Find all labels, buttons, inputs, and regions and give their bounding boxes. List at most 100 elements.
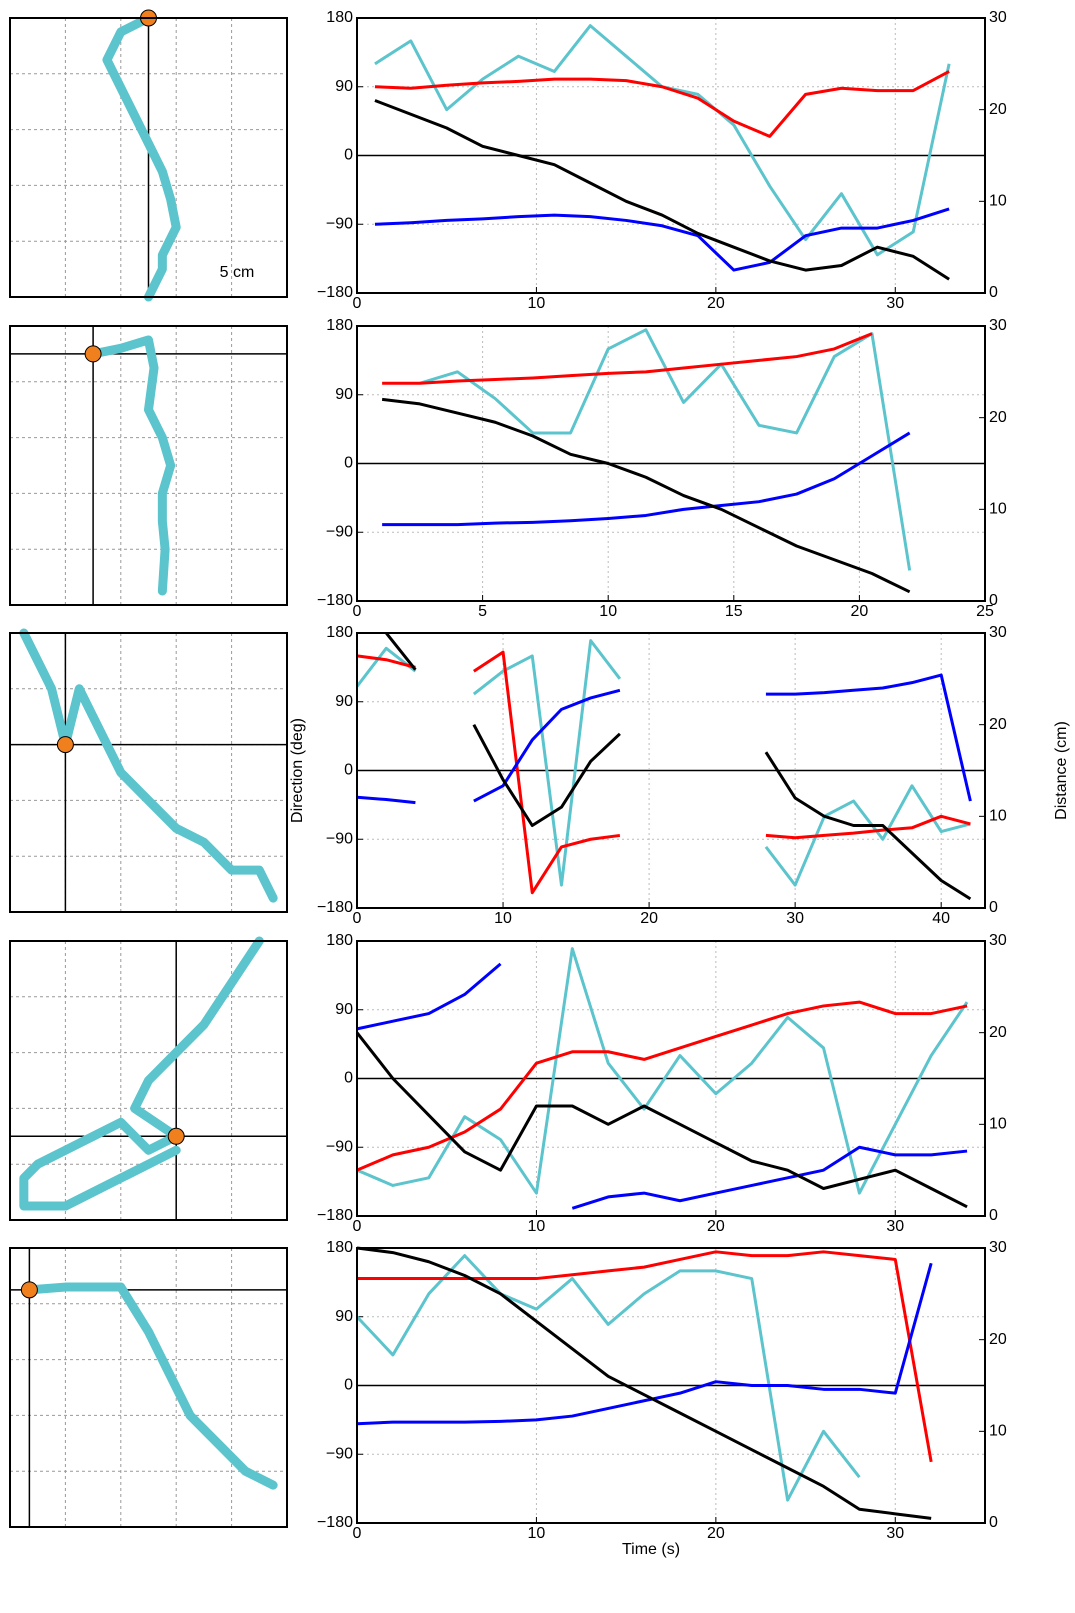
y-tick-label: 180: [326, 1239, 353, 1256]
x-tick-label: 20: [640, 910, 658, 927]
y-tick-label: 180: [326, 932, 353, 949]
x-tick-label: 30: [786, 910, 804, 927]
trajectory: [19, 936, 264, 1211]
y2-tick-label: 30: [989, 9, 1007, 26]
trajectory: [102, 13, 181, 302]
frame: [356, 940, 986, 1217]
y-tick-label: −180: [317, 899, 353, 916]
y-axis-label: Direction (deg): [289, 718, 306, 823]
frame: [9, 632, 288, 913]
y-tick-label: 90: [335, 386, 353, 403]
x-tick-label: 0: [353, 1218, 362, 1235]
y2-tick-label: 10: [989, 501, 1007, 518]
x-tick-label: 20: [707, 1218, 725, 1235]
y-tick-label: 180: [326, 624, 353, 641]
series-line: [374, 207, 950, 272]
x-tick-label: 30: [886, 295, 904, 312]
y-tick-label: −90: [326, 215, 353, 232]
series-line: [355, 1031, 968, 1209]
x-tick-label: 20: [851, 603, 869, 620]
y2-tick-label: 30: [989, 932, 1007, 949]
x-tick-label: 10: [528, 295, 546, 312]
y2-tick-label: 20: [989, 716, 1007, 733]
x-tick-label: 0: [353, 603, 362, 620]
trajectory: [19, 628, 278, 903]
frame: [9, 17, 288, 298]
y-tick-label: 90: [335, 78, 353, 95]
trajectory: [88, 335, 176, 596]
start-point: [84, 345, 102, 363]
series-line: [382, 431, 911, 527]
y2-tick-label: 0: [989, 592, 998, 609]
frame: [9, 325, 288, 606]
y2-tick-label: 20: [989, 409, 1007, 426]
x-tick-label: 30: [886, 1218, 904, 1235]
y2-tick-label: 20: [989, 101, 1007, 118]
y-tick-label: 0: [344, 147, 353, 164]
y-tick-label: 0: [344, 1377, 353, 1394]
y2-tick-label: 10: [989, 1423, 1007, 1440]
y-tick-label: 90: [335, 693, 353, 710]
y-tick-label: −90: [326, 830, 353, 847]
series-line: [356, 1262, 933, 1426]
x-tick-label: 10: [528, 1218, 546, 1235]
y-tick-label: 0: [344, 1070, 353, 1087]
series-line: [356, 962, 968, 1210]
series-line: [356, 1246, 932, 1520]
x-tick-label: 0: [353, 910, 362, 927]
series-line: [419, 328, 912, 571]
x-axis-label: Time (s): [622, 1541, 680, 1558]
start-point: [20, 1281, 38, 1299]
x-tick-label: 20: [707, 295, 725, 312]
y-tick-label: −90: [326, 1445, 353, 1462]
y2-tick-label: 0: [989, 1207, 998, 1224]
y-tick-label: 90: [335, 1308, 353, 1325]
x-tick-label: 10: [494, 910, 512, 927]
x-tick-label: 10: [599, 603, 617, 620]
y-tick-label: 180: [326, 9, 353, 26]
x-tick-label: 0: [353, 295, 362, 312]
frame: [356, 17, 986, 294]
y2-tick-label: 20: [989, 1331, 1007, 1348]
y-tick-label: −180: [317, 1207, 353, 1224]
y2-axis-label: Distance (cm): [1053, 721, 1070, 820]
x-tick-label: 10: [528, 1525, 546, 1542]
x-tick-label: 30: [886, 1525, 904, 1542]
x-tick-label: 40: [932, 910, 950, 927]
y2-tick-label: 20: [989, 1024, 1007, 1041]
frame: [356, 632, 986, 909]
start-point: [167, 1127, 185, 1145]
y-tick-label: −180: [317, 284, 353, 301]
series-line: [382, 332, 873, 385]
series-line: [357, 1250, 933, 1463]
x-tick-label: 5: [478, 603, 487, 620]
y2-tick-label: 30: [989, 1239, 1007, 1256]
frame: [356, 1247, 986, 1524]
frame: [9, 940, 288, 1221]
series-line: [356, 650, 971, 895]
y2-tick-label: 30: [989, 624, 1007, 641]
series-line: [355, 639, 971, 887]
y-tick-label: −180: [317, 1514, 353, 1531]
y2-tick-label: 10: [989, 808, 1007, 825]
y-tick-label: 90: [335, 1001, 353, 1018]
series-line: [356, 673, 972, 805]
y2-tick-label: 0: [989, 1514, 998, 1531]
y2-tick-label: 10: [989, 193, 1007, 210]
y2-tick-label: 30: [989, 317, 1007, 334]
series-line: [356, 947, 969, 1195]
frame: [9, 1247, 288, 1528]
x-tick-label: 20: [707, 1525, 725, 1542]
series-line: [385, 632, 972, 901]
series-line: [356, 1000, 968, 1172]
y-tick-label: −90: [326, 523, 353, 540]
y-tick-label: −90: [326, 1138, 353, 1155]
y-tick-label: 180: [326, 317, 353, 334]
y-tick-label: −180: [317, 592, 353, 609]
series-line: [381, 397, 911, 594]
frame: [356, 325, 986, 602]
y-tick-label: 0: [344, 762, 353, 779]
x-tick-label: 15: [725, 603, 743, 620]
